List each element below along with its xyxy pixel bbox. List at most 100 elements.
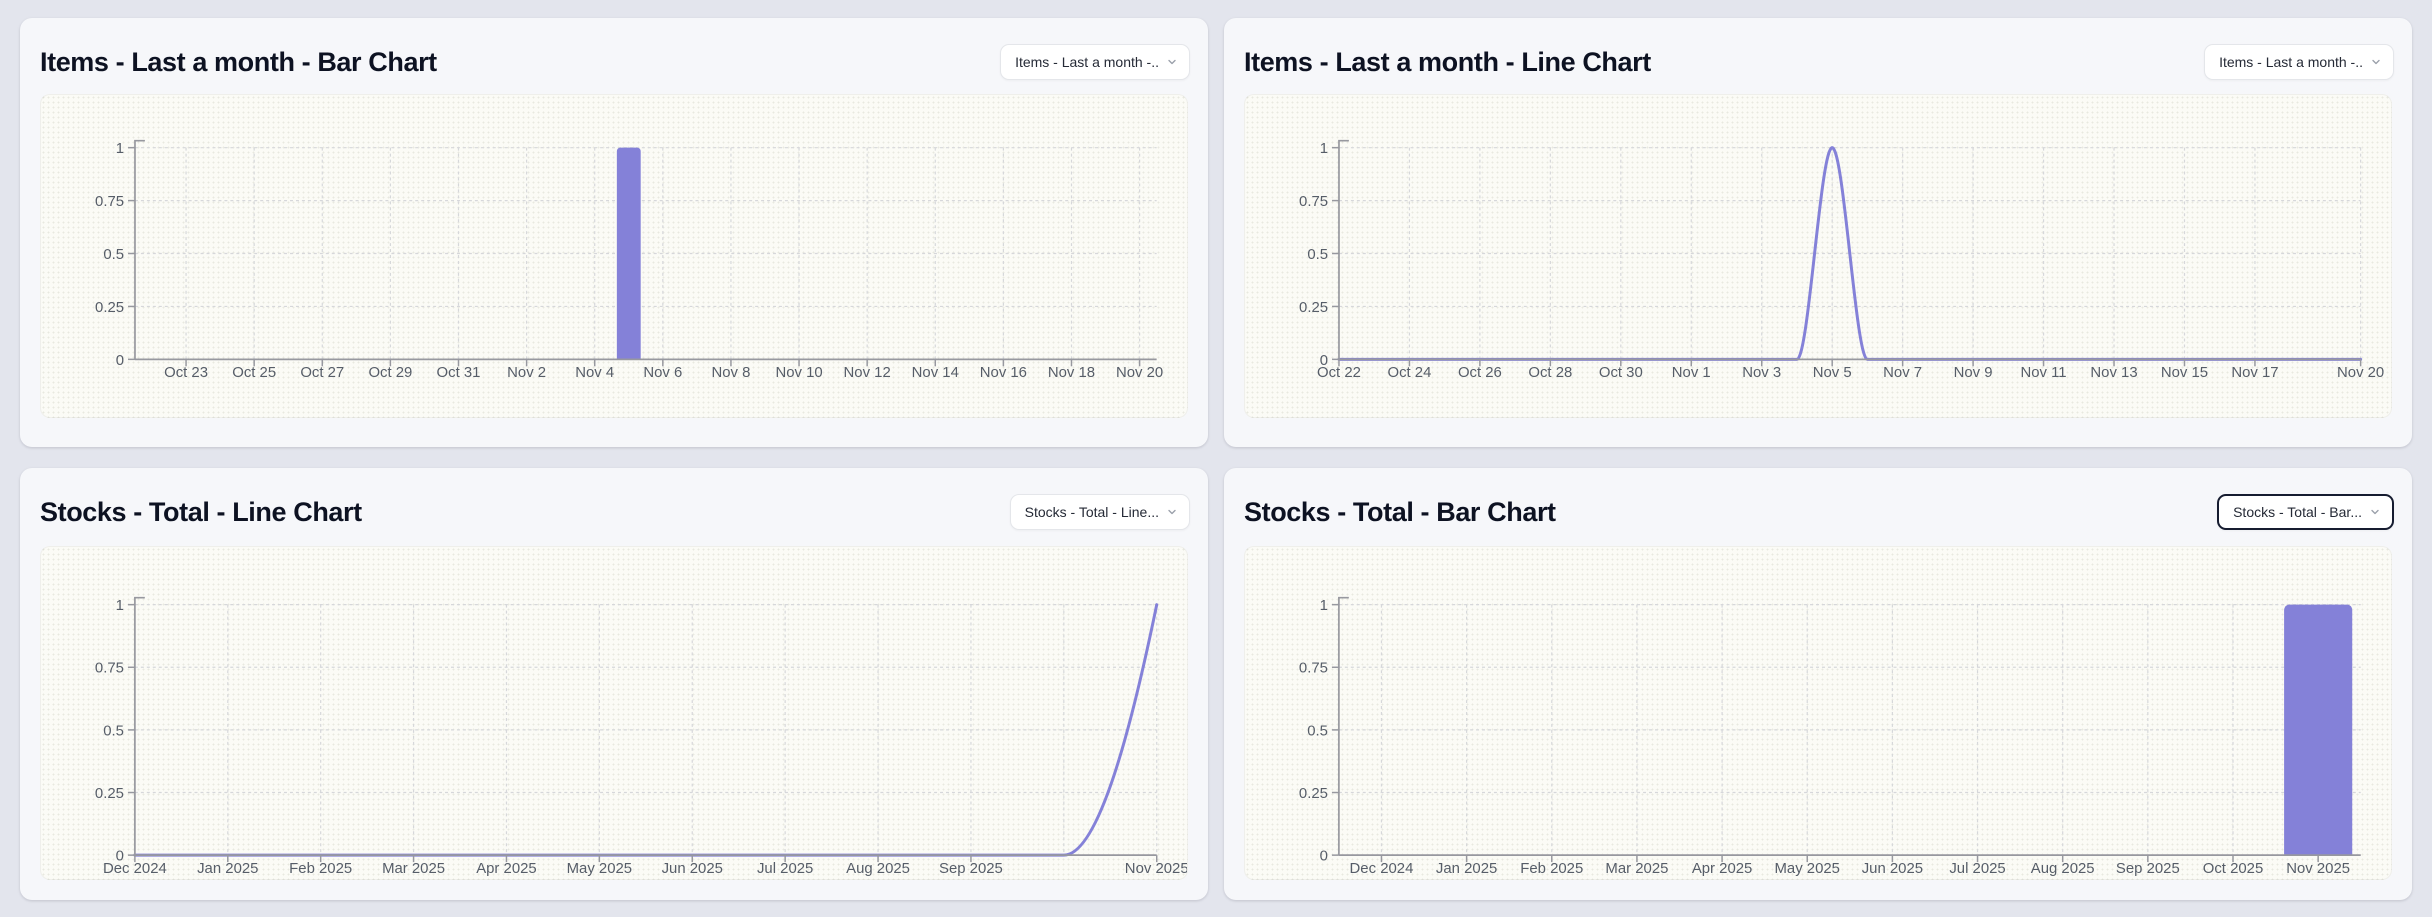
x-tick-label: Oct 27 [300, 365, 344, 381]
x-tick-label: Jun 2025 [662, 861, 723, 877]
x-tick-label: May 2025 [1774, 861, 1839, 877]
x-tick-label: Nov 1 [1672, 365, 1711, 381]
bar [616, 147, 641, 360]
x-tick-label: Nov 8 [711, 365, 750, 381]
x-tick-label: Nov 2 [507, 365, 546, 381]
x-tick-label: Nov 20 [1116, 365, 1163, 381]
x-tick-label: Oct 22 [1317, 365, 1361, 381]
y-axis [134, 596, 145, 856]
line-series [133, 603, 1159, 857]
x-tick-label: Nov 17 [2231, 365, 2278, 381]
x-tick-label: Nov 12 [844, 365, 891, 381]
bar [2284, 604, 2353, 856]
chevron-down-icon [1166, 56, 1178, 68]
x-tick-label: Sep 2025 [939, 861, 1003, 877]
y-tick-label: 0.75 [1299, 194, 1328, 210]
x-tick-label: Oct 26 [1458, 365, 1502, 381]
x-tick-label: Apr 2025 [476, 861, 537, 877]
y-tick-label: 0 [116, 849, 124, 865]
chevron-down-icon [1166, 506, 1178, 518]
x-tick-label: Nov 20 [2337, 365, 2384, 381]
chart-panel: 0 0.25 0.5 0.75 1 Oct 22 Oct 24 Oct 26 Oct 28 Oct… [1244, 94, 2392, 418]
y-tick-label: 0.5 [103, 247, 124, 263]
chart-panel: 0 0.25 0.5 0.75 1 Oct 23 Oct 25 Oct 27 Oct 29 Oct… [40, 94, 1188, 418]
bar-chart: 0 0.25 0.5 0.75 1 Dec 2024 Jan 2025 Feb 2025 Mar… [1299, 596, 2361, 877]
x-tick-label: Jun 2025 [1862, 861, 1923, 877]
y-tick-label: 0.25 [1299, 300, 1328, 316]
x-tick-label: Nov 10 [775, 365, 822, 381]
chart-title: Items - Last a month - Bar Chart [40, 47, 437, 77]
y-axis [134, 139, 145, 360]
y-tick-label: 0.5 [1307, 723, 1328, 739]
x-tick-label: Sep 2025 [2116, 861, 2180, 877]
x-tick-label: Nov 14 [912, 365, 959, 381]
y-tick-label: 0.75 [95, 194, 124, 210]
x-tick-label: Aug 2025 [2031, 861, 2095, 877]
x-tick-label: Dec 2024 [103, 861, 167, 877]
chart-title: Items - Last a month - Line Chart [1244, 47, 1651, 77]
x-tick-label: Nov 3 [1742, 365, 1781, 381]
chart-select-button[interactable]: Stocks - Total - Bar... [2217, 494, 2394, 530]
chart-card-stocks-line: Stocks - Total - Line Chart Stocks - Tot… [20, 468, 1208, 900]
x-tick-label: Nov 16 [980, 365, 1027, 381]
chart-select-button[interactable]: Stocks - Total - Line... [1009, 494, 1190, 530]
y-axis [1338, 139, 1349, 360]
chart-select-label: Items - Last a month -.. [2219, 54, 2363, 70]
x-tick-label: Nov 6 [643, 365, 682, 381]
x-tick-label: Oct 24 [1387, 365, 1431, 381]
y-tick-label: 1 [1320, 598, 1328, 614]
x-tick-label: Aug 2025 [846, 861, 910, 877]
x-tick-label: Jan 2025 [1436, 861, 1497, 877]
chart-select-button[interactable]: Items - Last a month -.. [1000, 44, 1190, 80]
chart-panel: 0 0.25 0.5 0.75 1 Dec 2024 Jan 2025 Feb 2025 Mar… [40, 546, 1188, 880]
line-series [1337, 146, 2363, 361]
x-tick-label: Mar 2025 [382, 861, 445, 877]
y-tick-label: 1 [116, 141, 124, 157]
y-tick-label: 0.25 [95, 300, 124, 316]
bar-chart: 0 0.25 0.5 0.75 1 Oct 23 Oct 25 Oct 27 Oct 29 Oct… [95, 139, 1163, 381]
y-tick-label: 0.5 [103, 723, 124, 739]
chart-title: Stocks - Total - Line Chart [40, 497, 362, 527]
x-tick-label: Nov 13 [2090, 365, 2137, 381]
chart-title: Stocks - Total - Bar Chart [1244, 497, 1556, 527]
x-tick-label: Apr 2025 [1692, 861, 1753, 877]
y-tick-label: 0.5 [1307, 247, 1328, 263]
chart-select-button[interactable]: Items - Last a month -.. [2204, 44, 2394, 80]
x-tick-label: Jul 2025 [757, 861, 813, 877]
x-tick-label: Oct 28 [1528, 365, 1572, 381]
y-tick-label: 1 [116, 598, 124, 614]
x-tick-label: Nov 2025 [2286, 861, 2350, 877]
x-tick-label: Nov 18 [1048, 365, 1095, 381]
chevron-down-icon [2370, 56, 2382, 68]
chart-panel: 0 0.25 0.5 0.75 1 Dec 2024 Jan 2025 Feb 2025 Mar… [1244, 546, 2392, 880]
x-tick-label: Nov 5 [1813, 365, 1852, 381]
x-tick-label: Mar 2025 [1605, 861, 1668, 877]
chart-card-items-line: Items - Last a month - Line Chart Items … [1224, 18, 2412, 447]
y-tick-label: 0.75 [95, 661, 124, 677]
x-tick-label: Oct 30 [1599, 365, 1643, 381]
x-tick-label: Jul 2025 [1949, 861, 2005, 877]
y-tick-label: 0 [1320, 353, 1328, 369]
x-tick-label: Nov 15 [2161, 365, 2208, 381]
y-tick-label: 0.25 [1299, 786, 1328, 802]
y-tick-label: 0 [1320, 849, 1328, 865]
y-tick-label: 0.25 [95, 786, 124, 802]
x-tick-label: Nov 7 [1883, 365, 1922, 381]
y-tick-label: 1 [1320, 141, 1328, 157]
x-tick-label: Dec 2024 [1350, 861, 1414, 877]
x-tick-label: May 2025 [567, 861, 632, 877]
line-chart: 0 0.25 0.5 0.75 1 Dec 2024 Jan 2025 Feb 2025 Mar… [95, 596, 1187, 877]
x-tick-label: Nov 11 [2021, 365, 2067, 381]
chart-card-stocks-bar: Stocks - Total - Bar Chart Stocks - Tota… [1224, 468, 2412, 900]
x-tick-label: Oct 25 [232, 365, 276, 381]
y-tick-label: 0.75 [1299, 661, 1328, 677]
chart-select-label: Stocks - Total - Bar... [2233, 504, 2362, 520]
x-tick-label: Feb 2025 [1520, 861, 1583, 877]
x-tick-label: Nov 9 [1954, 365, 1993, 381]
chevron-down-icon [2369, 506, 2381, 518]
x-tick-label: Oct 31 [437, 365, 481, 381]
x-tick-label: Oct 2025 [2203, 861, 2264, 877]
x-tick-label: Nov 4 [575, 365, 614, 381]
x-tick-label: Jan 2025 [197, 861, 258, 877]
